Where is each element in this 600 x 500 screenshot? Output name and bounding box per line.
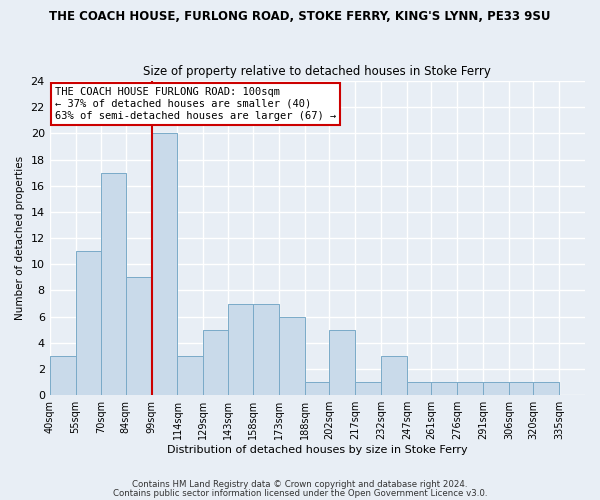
Bar xyxy=(431,382,457,395)
Text: Contains HM Land Registry data © Crown copyright and database right 2024.: Contains HM Land Registry data © Crown c… xyxy=(132,480,468,489)
Bar xyxy=(305,382,329,395)
Bar xyxy=(203,330,227,395)
Bar xyxy=(509,382,533,395)
Bar xyxy=(178,356,203,395)
Y-axis label: Number of detached properties: Number of detached properties xyxy=(15,156,25,320)
Bar xyxy=(76,251,101,395)
Bar xyxy=(483,382,509,395)
Bar xyxy=(381,356,407,395)
Bar xyxy=(407,382,431,395)
Text: Contains public sector information licensed under the Open Government Licence v3: Contains public sector information licen… xyxy=(113,490,487,498)
Bar xyxy=(329,330,355,395)
Bar xyxy=(253,304,280,395)
Bar xyxy=(227,304,253,395)
X-axis label: Distribution of detached houses by size in Stoke Ferry: Distribution of detached houses by size … xyxy=(167,445,467,455)
Text: THE COACH HOUSE, FURLONG ROAD, STOKE FERRY, KING'S LYNN, PE33 9SU: THE COACH HOUSE, FURLONG ROAD, STOKE FER… xyxy=(49,10,551,23)
Text: THE COACH HOUSE FURLONG ROAD: 100sqm
← 37% of detached houses are smaller (40)
6: THE COACH HOUSE FURLONG ROAD: 100sqm ← 3… xyxy=(55,88,336,120)
Bar xyxy=(355,382,381,395)
Bar xyxy=(125,278,152,395)
Bar xyxy=(152,134,178,395)
Bar xyxy=(457,382,483,395)
Title: Size of property relative to detached houses in Stoke Ferry: Size of property relative to detached ho… xyxy=(143,66,491,78)
Bar xyxy=(50,356,76,395)
Bar xyxy=(280,316,305,395)
Bar xyxy=(533,382,559,395)
Bar xyxy=(101,172,125,395)
